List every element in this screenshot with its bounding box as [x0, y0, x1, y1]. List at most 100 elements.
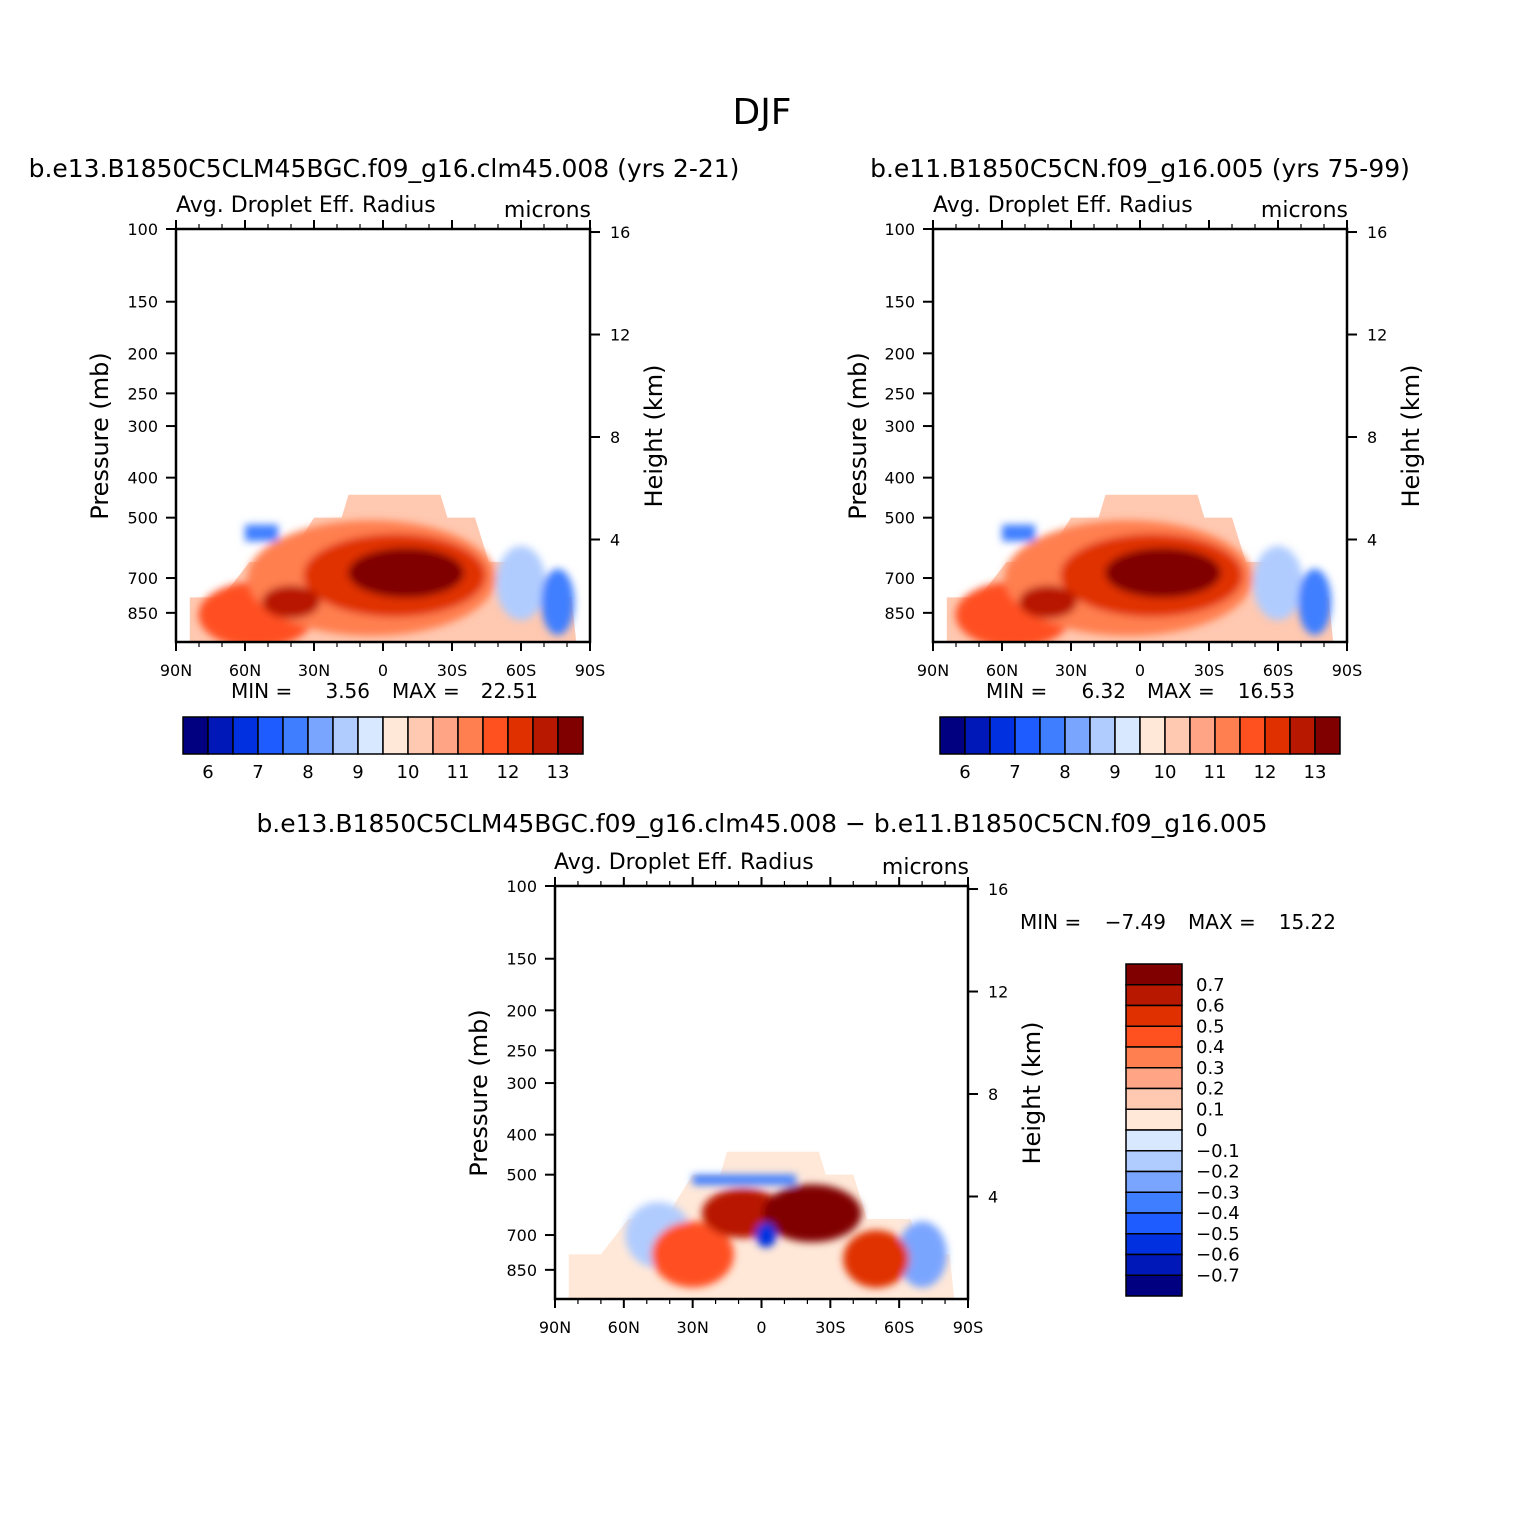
colorbar-label: 0: [1196, 1120, 1207, 1141]
panel-2-max-value: 16.53: [1238, 679, 1295, 703]
x-tick-label: 30S: [437, 661, 468, 680]
colorbar-swatch: [532, 716, 559, 755]
colorbar-label: 0.2: [1196, 1079, 1225, 1100]
y-tick-label: 300: [506, 1074, 537, 1093]
field-shade: [1298, 568, 1332, 636]
panel-2-ylabel: Pressure (mb): [844, 352, 872, 519]
field-shade: [897, 1221, 947, 1288]
panel-3-min-value: −7.49: [1105, 910, 1166, 934]
panel-3-max-value: 15.22: [1279, 910, 1336, 934]
panel-2-max-label: MAX =: [1147, 679, 1215, 703]
colorbar-label: −0.5: [1196, 1224, 1240, 1245]
y-tick-label: 150: [506, 950, 537, 969]
colorbar-swatch: [382, 716, 409, 755]
panel-3: b.e13.B1850C5CLM45BGC.f09_g16.clm45.008 …: [256, 809, 1336, 1337]
colorbar-swatch: [939, 716, 966, 755]
colorbar-swatch: [1125, 1170, 1183, 1193]
panel-1-ylabel: Pressure (mb): [86, 352, 114, 519]
colorbar-swatch: [1125, 1004, 1183, 1027]
panel-1-ylabel-right: Height (km): [640, 365, 668, 508]
colorbar-swatch: [1125, 1108, 1183, 1131]
y-tick-label: 100: [127, 220, 158, 239]
colorbar-label: 11: [447, 762, 470, 783]
colorbar-swatch: [307, 716, 334, 755]
y-right-tick-label: 4: [610, 531, 620, 550]
colorbar-label: −0.1: [1196, 1141, 1240, 1162]
x-tick-label: 60N: [608, 1318, 640, 1337]
y-tick-label: 150: [884, 293, 915, 312]
y-tick-label: 250: [506, 1041, 537, 1060]
colorbar-label: 0.6: [1196, 996, 1225, 1017]
colorbar-swatch: [182, 716, 209, 755]
y-tick-label: 150: [127, 293, 158, 312]
colorbar-swatch: [1125, 1046, 1183, 1069]
y-right-tick-label: 12: [1367, 326, 1387, 345]
y-tick-label: 300: [127, 417, 158, 436]
colorbar-swatch: [1289, 716, 1316, 755]
field-shade: [651, 1221, 734, 1288]
panel-1-plot: [189, 494, 577, 642]
y-right-tick-label: 16: [988, 880, 1008, 899]
y-right-tick-label: 12: [988, 983, 1008, 1002]
colorbar-label: 9: [352, 762, 363, 783]
x-tick-label: 90S: [1332, 661, 1363, 680]
field-shade: [1105, 548, 1221, 598]
colorbar-swatch: [507, 716, 534, 755]
colorbar-swatch: [1189, 716, 1216, 755]
panel-2-axes: 90N 60N 30N 0 30S 60S 90S 100 150 200 250 300 400 500…: [884, 220, 1387, 680]
panel-3-ylabel-right: Height (km): [1018, 1022, 1046, 1165]
panel-3-colorbar: 0.70.60.50.40.30.20.10−0.1−0.2−0.3−0.4−0…: [1125, 963, 1240, 1297]
panel-2-plot: [946, 494, 1334, 642]
panel-1-min-value: 3.56: [325, 679, 370, 703]
colorbar-label: −0.3: [1196, 1182, 1240, 1203]
colorbar-label: 0.7: [1196, 975, 1225, 996]
panel-2-title: b.e11.B1850C5CN.f09_g16.005 (yrs 75-99): [870, 154, 1410, 183]
x-tick-label: 30N: [677, 1318, 709, 1337]
field-shade: [245, 524, 279, 542]
panel-1-left-title: Avg. Droplet Eff. Radius: [176, 193, 436, 218]
y-tick-label: 300: [884, 417, 915, 436]
colorbar-label: −0.4: [1196, 1203, 1240, 1224]
y-tick-label: 700: [506, 1226, 537, 1245]
panel-3-title: b.e13.B1850C5CLM45BGC.f09_g16.clm45.008 …: [256, 809, 1267, 838]
colorbar-swatch: [1125, 1191, 1183, 1214]
colorbar-label: 11: [1204, 762, 1227, 783]
y-tick-label: 200: [127, 344, 158, 363]
colorbar-label: 8: [1059, 762, 1070, 783]
y-right-tick-label: 16: [610, 223, 630, 242]
panel-3-plot: [568, 1151, 955, 1299]
colorbar-swatch: [357, 716, 384, 755]
panel-1-units: microns: [504, 198, 591, 223]
colorbar-swatch: [1125, 1067, 1183, 1090]
y-tick-label: 500: [884, 509, 915, 528]
panel-2: b.e11.B1850C5CN.f09_g16.005 (yrs 75-99) …: [844, 154, 1425, 783]
colorbar-label: 7: [1009, 762, 1020, 783]
colorbar-swatch: [964, 716, 991, 755]
colorbar-swatch: [1164, 716, 1191, 755]
colorbar-swatch: [332, 716, 359, 755]
x-tick-label: 0: [1135, 661, 1145, 680]
x-tick-label: 90N: [160, 661, 192, 680]
panel-3-axes: 90N 60N 30N 0 30S 60S 90S 100 150 200 250 300 400 500…: [506, 877, 1008, 1337]
field-shade: [1253, 545, 1303, 621]
y-tick-label: 700: [127, 569, 158, 588]
panel-2-units: microns: [1261, 198, 1348, 223]
panel-2-colorbar: 6 7 8 9 10 11 12 13: [939, 716, 1341, 783]
colorbar-swatch: [1139, 716, 1166, 755]
panel-2-min-label: MIN =: [986, 679, 1047, 703]
field-shade: [496, 545, 546, 621]
y-tick-label: 400: [506, 1126, 537, 1145]
y-tick-label: 250: [884, 384, 915, 403]
panel-1-min-label: MIN =: [231, 679, 292, 703]
colorbar-swatch: [1125, 1233, 1183, 1256]
x-tick-label: 60N: [229, 661, 261, 680]
field-shade: [762, 1184, 862, 1243]
y-tick-label: 100: [506, 877, 537, 896]
field-shade: [1019, 585, 1077, 619]
x-tick-label: 0: [378, 661, 388, 680]
x-tick-label: 60N: [986, 661, 1018, 680]
colorbar-swatch: [1125, 984, 1183, 1007]
y-tick-label: 850: [506, 1261, 537, 1280]
field-shade: [843, 1230, 910, 1288]
